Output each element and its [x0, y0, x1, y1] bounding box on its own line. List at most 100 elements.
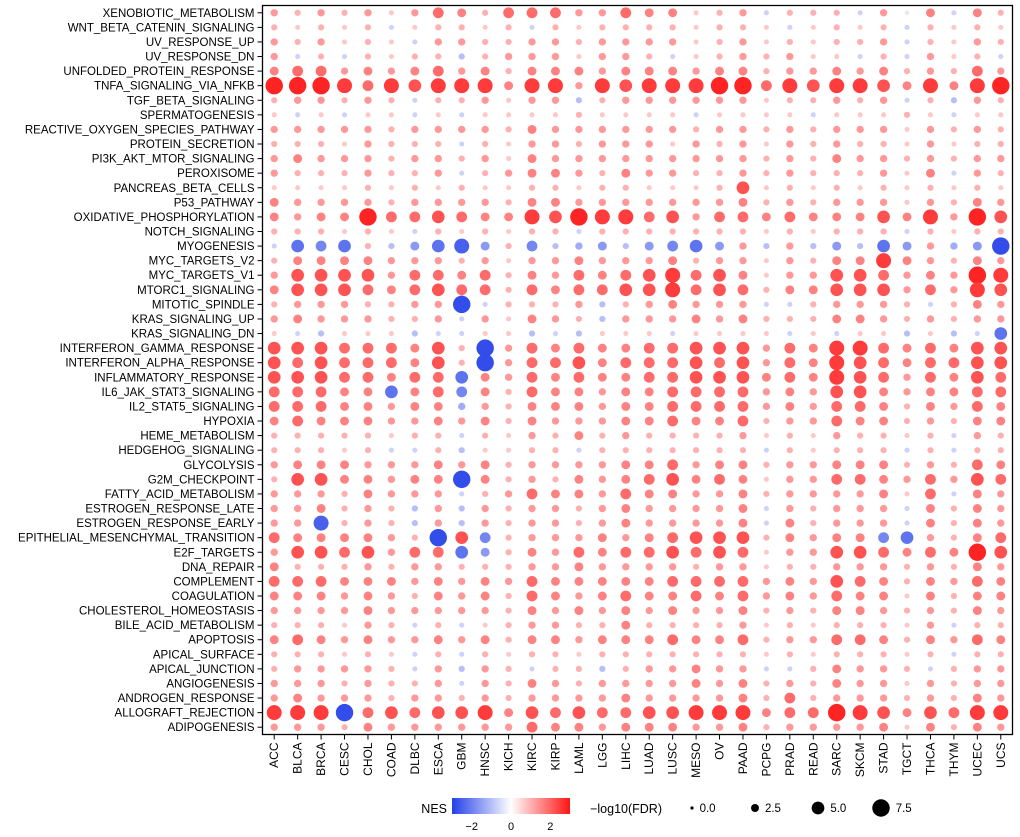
dot [997, 694, 1005, 702]
dot [411, 184, 418, 191]
dot [926, 621, 935, 629]
dot [598, 519, 607, 527]
dot [622, 52, 630, 61]
dot [994, 327, 1008, 340]
dot [692, 170, 700, 177]
dot [902, 256, 912, 266]
dot [574, 606, 584, 616]
dot [293, 198, 302, 207]
dot [411, 300, 419, 309]
dot [293, 96, 302, 104]
dot [313, 705, 329, 721]
dot [693, 10, 699, 16]
dot [642, 283, 656, 297]
dot [833, 694, 841, 702]
dot [950, 519, 958, 527]
dot [665, 282, 681, 298]
dot [551, 168, 560, 178]
dot [786, 447, 793, 454]
dot [576, 228, 582, 235]
dot [972, 518, 982, 528]
dot [666, 210, 680, 224]
dot [620, 357, 632, 369]
dot [526, 240, 538, 252]
dot [341, 490, 348, 498]
dot [271, 476, 278, 483]
dot [574, 66, 584, 76]
dot [903, 417, 911, 425]
dot [528, 621, 536, 629]
dot [504, 490, 513, 498]
dot [597, 547, 607, 557]
dot [364, 461, 372, 469]
dot [293, 213, 302, 221]
dot [833, 140, 841, 148]
dot [855, 606, 865, 616]
dot [480, 387, 490, 397]
dot [833, 38, 840, 46]
dot [974, 228, 981, 235]
dot [293, 519, 302, 527]
dot [341, 141, 348, 147]
dot [573, 546, 585, 558]
dot [926, 504, 935, 513]
dot [761, 212, 771, 222]
dot [645, 679, 653, 688]
dot [784, 707, 796, 719]
dot [926, 154, 935, 163]
dot [596, 707, 608, 719]
dot [387, 475, 396, 484]
dot [317, 694, 325, 702]
row-label: G2M_CHECKPOINT [148, 474, 255, 486]
dot [831, 634, 843, 646]
dot [457, 8, 467, 18]
dot [317, 300, 325, 309]
dot [670, 141, 676, 147]
dot [622, 533, 630, 542]
dot [482, 170, 489, 177]
dot [829, 355, 845, 371]
dot [738, 679, 748, 688]
dot [314, 545, 328, 559]
dot [926, 52, 935, 61]
dot [408, 79, 422, 93]
col-label: MESO [689, 743, 703, 778]
dot [763, 199, 770, 206]
dot [598, 67, 607, 75]
dot [903, 286, 911, 294]
dot [665, 267, 681, 283]
dot [528, 96, 536, 104]
dot [763, 490, 770, 498]
dot [972, 504, 982, 513]
dot [854, 401, 866, 412]
dot [598, 490, 607, 498]
dot [810, 9, 817, 16]
dot [294, 622, 301, 629]
dot [550, 7, 561, 19]
dot [482, 24, 488, 30]
dot [317, 125, 325, 134]
dot [575, 592, 583, 600]
dot [737, 401, 749, 412]
dot [785, 591, 795, 601]
dot [715, 665, 724, 673]
dot [904, 505, 910, 512]
dot [526, 7, 538, 19]
dot [573, 284, 585, 296]
dot [293, 723, 302, 731]
dot [646, 447, 653, 454]
dot [951, 112, 957, 118]
dot [271, 243, 277, 249]
dot [833, 447, 840, 454]
dot [810, 242, 817, 250]
dot [877, 79, 890, 93]
dot [458, 97, 465, 104]
dot [291, 473, 305, 486]
dot [341, 97, 348, 104]
dot [363, 591, 373, 601]
dot [950, 242, 958, 250]
dot [388, 24, 394, 30]
dot [293, 256, 303, 266]
dot [829, 78, 845, 94]
dot [364, 140, 372, 148]
